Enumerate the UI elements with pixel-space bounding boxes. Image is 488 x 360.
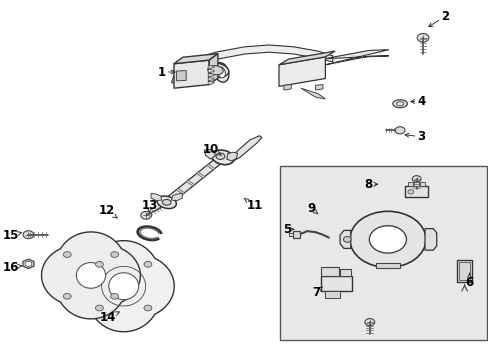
Polygon shape xyxy=(209,54,218,85)
Ellipse shape xyxy=(157,196,176,208)
Polygon shape xyxy=(404,186,427,197)
Polygon shape xyxy=(339,230,350,248)
Circle shape xyxy=(95,305,103,311)
Ellipse shape xyxy=(202,63,228,78)
Polygon shape xyxy=(208,73,214,77)
Polygon shape xyxy=(289,233,292,236)
Polygon shape xyxy=(300,88,325,99)
Polygon shape xyxy=(292,231,299,238)
Ellipse shape xyxy=(211,150,234,165)
Ellipse shape xyxy=(207,66,223,75)
Polygon shape xyxy=(41,232,140,319)
Circle shape xyxy=(95,261,103,267)
Circle shape xyxy=(110,252,118,257)
Polygon shape xyxy=(279,57,325,86)
Circle shape xyxy=(23,231,34,239)
Text: 9: 9 xyxy=(307,202,317,215)
Polygon shape xyxy=(284,85,291,90)
Ellipse shape xyxy=(213,63,228,82)
Polygon shape xyxy=(413,182,418,186)
Ellipse shape xyxy=(396,102,403,106)
Polygon shape xyxy=(208,81,214,85)
Polygon shape xyxy=(176,71,186,81)
Polygon shape xyxy=(171,193,182,201)
Ellipse shape xyxy=(162,199,171,205)
Ellipse shape xyxy=(108,273,138,300)
Polygon shape xyxy=(231,136,262,161)
Polygon shape xyxy=(458,262,469,280)
Ellipse shape xyxy=(368,226,406,253)
Polygon shape xyxy=(226,152,237,161)
Text: 4: 4 xyxy=(410,95,425,108)
Circle shape xyxy=(144,305,151,311)
Text: 16: 16 xyxy=(2,261,21,274)
Ellipse shape xyxy=(76,262,105,288)
Circle shape xyxy=(343,237,350,242)
Text: 3: 3 xyxy=(404,130,425,143)
Text: 11: 11 xyxy=(244,198,262,212)
Circle shape xyxy=(416,33,428,42)
Polygon shape xyxy=(23,259,34,269)
Text: 14: 14 xyxy=(100,311,119,324)
Polygon shape xyxy=(176,188,184,194)
Polygon shape xyxy=(424,229,436,250)
Polygon shape xyxy=(208,77,214,81)
Polygon shape xyxy=(206,164,215,170)
Polygon shape xyxy=(407,182,412,186)
Polygon shape xyxy=(163,155,225,204)
Polygon shape xyxy=(186,180,195,186)
Text: 8: 8 xyxy=(364,178,377,191)
Polygon shape xyxy=(174,60,209,88)
Text: 6: 6 xyxy=(465,273,472,289)
Polygon shape xyxy=(208,66,214,69)
Circle shape xyxy=(411,176,420,182)
Ellipse shape xyxy=(216,153,224,159)
Polygon shape xyxy=(196,172,204,178)
Polygon shape xyxy=(151,193,162,201)
Ellipse shape xyxy=(392,100,407,108)
Text: 7: 7 xyxy=(311,286,322,299)
Polygon shape xyxy=(325,50,388,65)
Text: 10: 10 xyxy=(202,143,221,156)
Polygon shape xyxy=(375,263,399,268)
Circle shape xyxy=(364,319,374,326)
Polygon shape xyxy=(456,260,471,282)
Polygon shape xyxy=(171,45,332,83)
Text: 15: 15 xyxy=(2,229,21,242)
Ellipse shape xyxy=(217,67,225,78)
Circle shape xyxy=(110,293,118,299)
Circle shape xyxy=(144,261,151,267)
Polygon shape xyxy=(419,182,424,186)
Polygon shape xyxy=(208,69,214,73)
Polygon shape xyxy=(320,276,351,291)
Text: 5: 5 xyxy=(282,223,293,236)
Circle shape xyxy=(407,190,413,194)
Polygon shape xyxy=(279,51,334,65)
Polygon shape xyxy=(174,54,218,64)
Polygon shape xyxy=(339,269,350,276)
Text: 13: 13 xyxy=(141,199,157,212)
Polygon shape xyxy=(321,267,338,276)
Circle shape xyxy=(63,252,71,257)
Circle shape xyxy=(394,127,404,134)
Text: 12: 12 xyxy=(99,204,117,218)
Circle shape xyxy=(63,293,71,299)
Bar xyxy=(280,166,486,340)
Ellipse shape xyxy=(349,211,425,267)
Text: 1: 1 xyxy=(158,66,175,78)
Circle shape xyxy=(141,211,151,219)
Polygon shape xyxy=(204,149,215,159)
Text: 2: 2 xyxy=(428,10,448,27)
Circle shape xyxy=(25,261,32,266)
Polygon shape xyxy=(325,291,339,298)
Polygon shape xyxy=(73,241,174,332)
Polygon shape xyxy=(315,85,322,90)
